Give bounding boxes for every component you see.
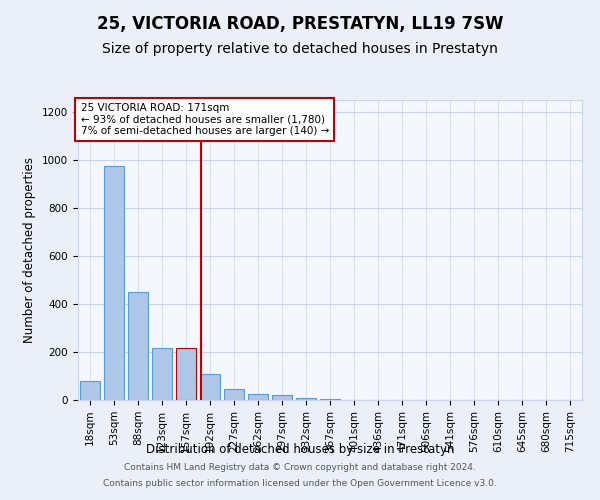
Bar [152,348,172,400]
Text: Contains HM Land Registry data © Crown copyright and database right 2024.: Contains HM Land Registry data © Crown c… [124,464,476,472]
Bar [320,399,340,400]
Y-axis label: Number of detached properties: Number of detached properties [23,157,37,343]
Bar [248,394,268,400]
Bar [296,398,316,400]
Bar [224,389,244,400]
Text: Size of property relative to detached houses in Prestatyn: Size of property relative to detached ho… [102,42,498,56]
Text: Contains public sector information licensed under the Open Government Licence v3: Contains public sector information licen… [103,478,497,488]
Bar [176,348,196,400]
Text: 25 VICTORIA ROAD: 171sqm
← 93% of detached houses are smaller (1,780)
7% of semi: 25 VICTORIA ROAD: 171sqm ← 93% of detach… [80,103,329,136]
Text: Distribution of detached houses by size in Prestatyn: Distribution of detached houses by size … [146,442,454,456]
Bar [272,395,292,400]
Bar [128,292,148,400]
Text: 25, VICTORIA ROAD, PRESTATYN, LL19 7SW: 25, VICTORIA ROAD, PRESTATYN, LL19 7SW [97,15,503,33]
Bar [104,166,124,400]
Bar [80,381,100,400]
Bar [200,374,220,400]
